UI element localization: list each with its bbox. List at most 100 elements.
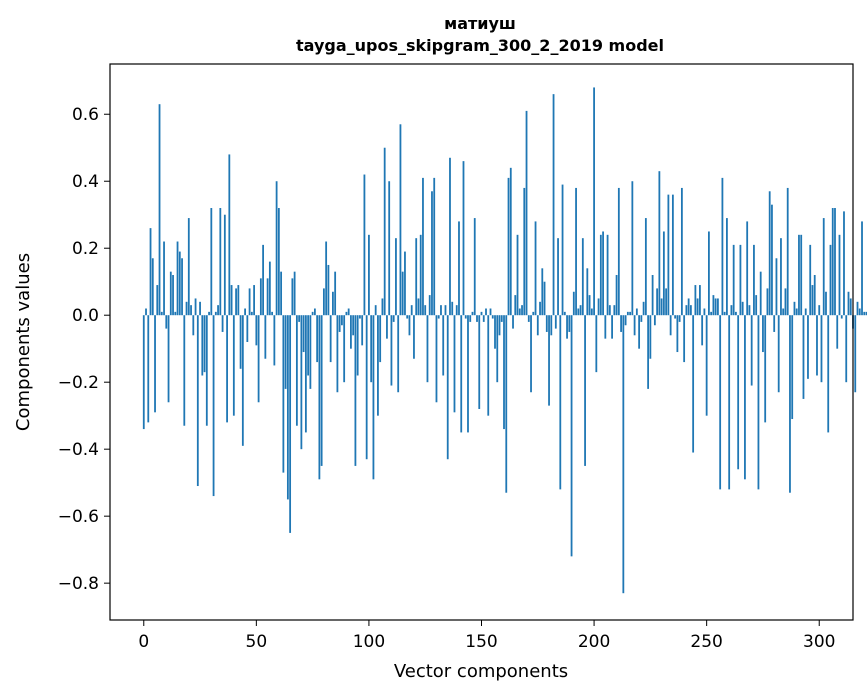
bar-188 — [566, 315, 568, 339]
bar-93 — [352, 315, 355, 336]
bar-84 — [332, 291, 334, 316]
bar-308 — [836, 315, 839, 349]
bar-28 — [205, 315, 208, 426]
bar-116 — [404, 251, 406, 316]
bar-219 — [635, 308, 638, 316]
bar-150 — [480, 311, 483, 316]
bar-228 — [656, 288, 659, 316]
bar-3 — [149, 228, 152, 316]
bar-52 — [259, 278, 262, 316]
bar-14 — [174, 311, 177, 316]
bar-212 — [620, 315, 622, 332]
bar-85 — [334, 271, 337, 316]
bar-54 — [264, 315, 267, 359]
bar-128 — [431, 191, 433, 316]
x-tick-label: 0 — [138, 632, 149, 652]
bar-311 — [843, 211, 845, 316]
bar-176 — [539, 301, 541, 316]
bar-81 — [325, 241, 328, 316]
bar-33 — [217, 305, 219, 316]
bar-251 — [708, 231, 710, 316]
bar-89 — [343, 315, 346, 383]
bar-36 — [223, 214, 226, 316]
bar-62 — [282, 315, 285, 473]
bar-261 — [730, 305, 733, 316]
bar-104 — [377, 315, 379, 416]
bar-268 — [746, 221, 749, 316]
bar-225 — [649, 315, 652, 359]
bar-41 — [235, 288, 237, 316]
y-tick-label: −0.4 — [58, 440, 99, 460]
bar-165 — [514, 295, 517, 316]
bar-32 — [214, 311, 217, 316]
bar-193 — [577, 308, 580, 316]
bar-134 — [444, 305, 447, 316]
bar-70 — [300, 315, 303, 450]
bar-314 — [849, 298, 852, 316]
bar-34 — [219, 208, 222, 316]
bar-140 — [458, 221, 460, 316]
bar-171 — [527, 315, 530, 322]
bar-184 — [557, 238, 559, 316]
bar-55 — [266, 278, 269, 316]
bar-117 — [406, 315, 409, 319]
bar-231 — [662, 231, 665, 316]
y-tick-label: 0.6 — [72, 105, 99, 125]
bar-110 — [390, 315, 393, 386]
bar-115 — [401, 271, 404, 316]
bar-313 — [847, 291, 850, 316]
bar-249 — [703, 308, 706, 316]
bar-50 — [255, 315, 258, 346]
bar-158 — [498, 315, 501, 336]
bar-63 — [284, 315, 287, 389]
bar-207 — [608, 305, 611, 316]
bar-205 — [604, 315, 607, 339]
bar-275 — [762, 315, 764, 353]
x-tick-label: 150 — [465, 632, 497, 652]
bar-4 — [151, 258, 154, 316]
bar-245 — [694, 285, 697, 316]
bar-46 — [246, 315, 249, 342]
y-tick-label: 0.0 — [72, 306, 99, 326]
bar-182 — [552, 94, 555, 316]
bar-241 — [685, 305, 688, 316]
bar-259 — [726, 218, 728, 316]
bar-164 — [512, 315, 514, 329]
bar-15 — [176, 241, 179, 316]
bar-301 — [820, 315, 823, 383]
bar-271 — [753, 244, 755, 316]
bar-297 — [811, 285, 814, 316]
bar-168 — [521, 305, 523, 316]
bar-299 — [816, 315, 818, 376]
bar-256 — [719, 315, 722, 490]
bar-59 — [275, 181, 278, 316]
bar-310 — [840, 315, 843, 319]
bar-39 — [230, 285, 233, 316]
bar-118 — [408, 315, 411, 336]
bar-274 — [759, 271, 762, 316]
bar-272 — [755, 295, 758, 316]
bar-69 — [298, 315, 301, 322]
bar-258 — [723, 311, 726, 316]
bar-26 — [201, 315, 204, 376]
bar-290 — [795, 308, 798, 316]
y-tick-label: −0.2 — [58, 373, 99, 393]
bar-167 — [518, 308, 521, 316]
bar-29 — [208, 311, 210, 316]
bar-257 — [721, 177, 724, 316]
bar-175 — [536, 315, 539, 336]
bar-177 — [541, 268, 544, 316]
bar-224 — [647, 315, 650, 389]
bar-112 — [395, 238, 397, 316]
bar-172 — [530, 315, 532, 393]
bar-60 — [277, 208, 280, 316]
bar-265 — [739, 244, 742, 316]
bar-266 — [741, 301, 744, 316]
bar-153 — [487, 315, 490, 416]
bar-215 — [626, 311, 629, 316]
y-tick-label: 0.4 — [72, 172, 99, 192]
bar-9 — [163, 241, 165, 316]
bar-189 — [568, 315, 571, 332]
bar-183 — [554, 315, 557, 329]
bar-248 — [701, 315, 704, 346]
